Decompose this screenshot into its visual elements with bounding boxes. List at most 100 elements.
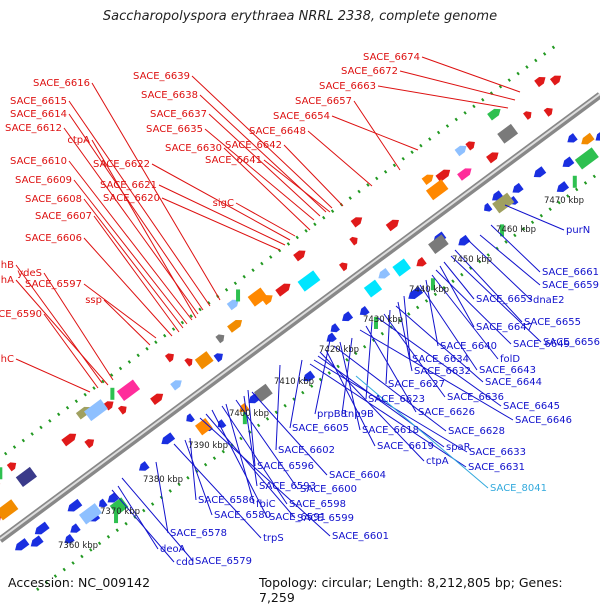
bottom-gene-label-12: SACE_6634: [412, 354, 469, 365]
top-leader-4: [332, 116, 418, 150]
gene-block-88: [575, 147, 599, 169]
gene-feature-5: [7, 462, 16, 471]
bottom-gene-label-11: SACE_6643: [479, 365, 536, 376]
top-gene-label-16: sigC: [213, 198, 234, 209]
gene-block-82: [364, 280, 382, 298]
gene-feature-18: [161, 432, 175, 444]
top-gene-label-18: SACE_6615: [10, 96, 67, 107]
gene-feature-64: [544, 108, 553, 117]
gene-feature-27: [214, 353, 223, 362]
tick-label-8: 7440 kbp: [409, 285, 449, 295]
gene-feature-50: [436, 170, 451, 183]
tick-label-3: 7390 kbp: [188, 441, 228, 451]
gene-feature-57: [486, 152, 498, 163]
bottom-gene-label-9: folD: [500, 354, 520, 365]
bottom-gene-label-25: SACE_6605: [292, 423, 349, 434]
top-gene-label-10: SACE_6637: [150, 109, 207, 120]
bottom-gene-label-44: SACE_6601: [332, 531, 389, 542]
bottom-gene-label-45: deoA: [160, 544, 186, 555]
gene-feature-15: [139, 461, 150, 471]
bottom-gene-label-37: fbiC: [256, 499, 276, 510]
gene-feature-45: [386, 220, 399, 231]
tick-label-7: 7430 kbp: [363, 315, 403, 325]
top-gene-label-4: SACE_6654: [273, 111, 330, 122]
top-gene-label-12: SACE_6630: [165, 143, 222, 154]
top-leader-1: [400, 71, 515, 100]
gene-feature-29: [215, 334, 224, 343]
gene-block-78: [195, 351, 214, 369]
bottom-gene-label-20: SACE_6646: [515, 415, 572, 426]
top-gene-label-17: SACE_6616: [33, 78, 90, 89]
top-gene-label-13: SACE_6622: [93, 159, 150, 170]
top-gene-label-11: SACE_6635: [146, 124, 203, 135]
gene-block-83: [392, 258, 411, 276]
top-gene-label-29: sdhB: [0, 260, 14, 271]
top-gene-label-20: SACE_6612: [5, 123, 62, 134]
gene-block-71: [0, 499, 18, 520]
bottom-gene-label-32: SACE_6596: [257, 461, 314, 472]
top-gene-label-24: SACE_6608: [25, 194, 82, 205]
top-gene-label-6: SACE_6642: [225, 140, 282, 151]
gene-feature-23: [165, 353, 174, 362]
bottom-gene-label-0: purN: [566, 225, 590, 236]
gene-feature-19: [150, 394, 163, 405]
gene-block-72: [16, 467, 37, 487]
bottom-leader-12: [404, 296, 410, 359]
gene-feature-66: [534, 77, 545, 87]
gene-feature-13: [84, 439, 94, 448]
top-gene-label-22: SACE_6610: [10, 156, 67, 167]
gene-feature-67: [581, 133, 594, 145]
top-leader-3: [354, 101, 400, 170]
gene-feature-8: [68, 499, 83, 512]
top-gene-label-7: SACE_6641: [205, 155, 262, 166]
bottom-gene-label-31: SACE_6631: [468, 462, 525, 473]
bottom-gene-label-43: trpS: [263, 533, 284, 544]
tick-label-11: 7470 kbp: [544, 196, 584, 206]
gene-block-81: [298, 270, 321, 291]
top-leader-27: [84, 284, 156, 338]
gene-feature-43: [351, 217, 363, 227]
tick-label-6: 7420 kbp: [319, 345, 359, 355]
bottom-gene-label-6: SACE_6653: [476, 294, 533, 305]
gene-feature-25: [184, 358, 192, 367]
gene-feature-30: [227, 320, 242, 333]
top-gene-label-23: SACE_6609: [15, 175, 72, 186]
bottom-leader-7: [440, 266, 474, 327]
gene-feature-65: [567, 133, 577, 142]
gc-mark-93: [236, 289, 240, 301]
gene-block-87: [497, 124, 518, 144]
top-gene-label-32: SACE_6590: [0, 309, 42, 320]
top-leader-33: [16, 359, 90, 392]
top-gene-label-15: SACE_6620: [103, 193, 160, 204]
bottom-gene-label-41: SACE_6599: [297, 513, 354, 524]
tick-label-4: 7400 kbp: [229, 409, 269, 419]
bottom-gene-label-1: SACE_6661: [542, 267, 599, 278]
gene-feature-41: [349, 237, 357, 246]
gene-feature-53: [455, 146, 467, 157]
top-leader-14: [159, 185, 285, 245]
bottom-gene-label-10: SACE_6640: [440, 341, 497, 352]
bottom-gene-label-39: SACE_6580: [214, 510, 271, 521]
gc-mark-89: [0, 467, 2, 479]
gene-feature-63: [563, 157, 575, 167]
bottom-gene-label-23: SACE_6618: [362, 425, 419, 436]
tick-label-1: 7370 kbp: [100, 507, 140, 517]
bottom-gene-label-16: SACE_6636: [447, 392, 504, 403]
gene-feature-4: [35, 522, 50, 535]
bottom-gene-label-18: SACE_6623: [368, 394, 425, 405]
gene-feature-20: [186, 413, 195, 422]
top-leader-5: [308, 131, 372, 186]
bottom-gene-label-30: SACE_6602: [278, 445, 335, 456]
top-gene-label-3: SACE_6657: [295, 96, 352, 107]
top-gene-label-8: SACE_6639: [133, 71, 190, 82]
gene-feature-40: [339, 263, 347, 272]
gene-feature-42: [378, 268, 390, 278]
accession-text: Accession: NC_009142: [8, 575, 150, 590]
top-gene-label-1: SACE_6672: [341, 66, 398, 77]
bottom-gene-label-35: SACE_6600: [300, 484, 357, 495]
gene-feature-36: [331, 323, 340, 332]
bottom-gene-label-47: SACE_6579: [195, 556, 252, 567]
gene-feature-21: [170, 380, 182, 390]
bottom-gene-label-22: tnp9B: [344, 409, 374, 420]
gene-feature-35: [327, 332, 337, 341]
